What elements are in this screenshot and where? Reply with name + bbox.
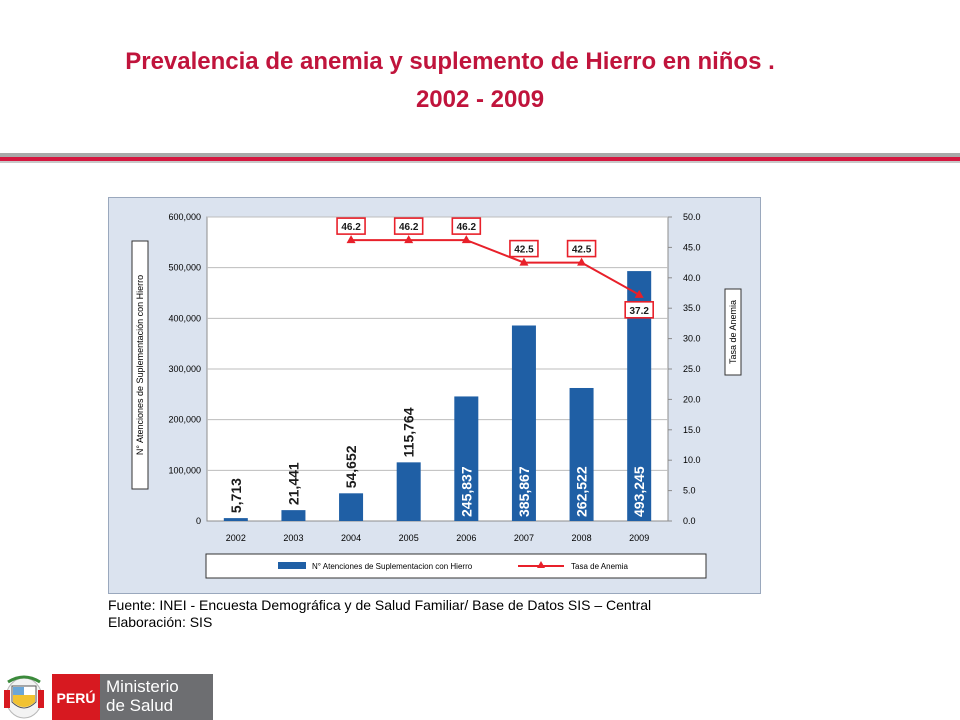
header-divider-grey-lower — [0, 161, 960, 163]
line-label-box — [336, 217, 366, 235]
bar — [223, 518, 248, 521]
y2-tick-label: 50.0 — [683, 212, 701, 222]
bar-data-label: 493,245 — [631, 466, 647, 517]
line-data-label: 37.2 — [629, 306, 649, 317]
bar-data-label: 115,764 — [401, 407, 417, 457]
bar-data-label: 21,441 — [285, 462, 301, 505]
x-tick-label: 2004 — [341, 533, 361, 543]
x-tick-label: 2008 — [572, 533, 592, 543]
line-label-box — [393, 217, 424, 235]
y-tick-label: 300,000 — [168, 364, 201, 374]
bar-data-label: 385,867 — [516, 466, 532, 517]
x-tick-label: 2003 — [283, 533, 303, 543]
bar-data-label: 54,652 — [343, 445, 359, 488]
bar — [569, 387, 594, 521]
line-data-label: 46.2 — [399, 222, 419, 233]
y2-tick-label: 25.0 — [683, 364, 701, 374]
y2-tick-label: 10.0 — [683, 455, 701, 465]
bar — [454, 396, 479, 521]
legend-label-line: Tasa de Anemia — [571, 562, 628, 571]
y2-tick-label: 20.0 — [683, 394, 701, 404]
ministry-badge — [100, 674, 213, 720]
x-tick-label: 2009 — [629, 533, 649, 543]
chart-panel: 0 100,000 200,000 300,000 400,000 500,000 600,… — [108, 197, 761, 594]
legend-swatch-marker — [537, 561, 545, 568]
line-label-box — [509, 239, 539, 258]
bar — [511, 325, 536, 521]
bar-data-label: 245,837 — [458, 466, 474, 517]
y-tick-label: 100,000 — [168, 465, 201, 475]
coat-of-arms-icon — [4, 675, 44, 719]
line-label-box — [624, 301, 654, 319]
y2-tick-label: 45.0 — [683, 242, 701, 252]
line-marker — [634, 289, 644, 298]
line-marker — [577, 257, 587, 266]
source-line: Fuente: INEI - Encuesta Demográfica y de… — [108, 597, 652, 613]
x-tick-label: 2002 — [226, 533, 246, 543]
page-subtitle-years: 2002 - 2009 — [415, 86, 545, 113]
anemia-rate-line — [351, 239, 640, 296]
ministry-text-line1: Ministerio — [106, 677, 179, 696]
y-tick-label: 400,000 — [168, 313, 201, 323]
y-axis-title-box — [131, 240, 149, 490]
legend-label-bars: N° Atenciones de Suplementacion con Hier… — [312, 562, 473, 571]
header-divider-grey — [0, 153, 960, 157]
y2-axis-title-box — [724, 288, 742, 376]
line-data-label: 46.2 — [341, 222, 361, 233]
line-data-label: 42.5 — [572, 245, 592, 256]
y2-tick-label: 0.0 — [683, 516, 696, 526]
y2-axis-title: Tasa de Anemia — [728, 300, 738, 364]
x-tick-label: 2006 — [456, 533, 476, 543]
x-tick-label: 2005 — [399, 533, 419, 543]
line-data-label: 42.5 — [514, 245, 534, 256]
line-marker — [346, 235, 356, 244]
y2-tick-label: 30.0 — [683, 334, 701, 344]
line-marker — [461, 235, 471, 244]
ministerio-de-salud-logo: PERÚ Ministerio de Salud — [4, 674, 213, 720]
peru-badge — [52, 674, 100, 720]
bar — [281, 510, 306, 521]
bar — [396, 462, 421, 521]
page-title: Prevalencia de anemia y suplemento de Hi… — [125, 48, 775, 75]
y2-tick-label: 15.0 — [683, 425, 701, 435]
bar-data-label: 262,522 — [574, 466, 590, 517]
line-marker — [404, 235, 414, 244]
y-tick-label: 200,000 — [168, 415, 201, 425]
peru-badge-text: PERÚ — [57, 689, 96, 706]
y2-tick-label: 35.0 — [683, 303, 701, 313]
legend-swatch-bars — [278, 562, 306, 569]
y2-tick-label: 40.0 — [683, 273, 701, 283]
bar — [339, 493, 364, 521]
line-data-label: 46.2 — [457, 222, 477, 233]
source-note: Fuente: INEI - Encuesta Demográfica y de… — [108, 597, 651, 631]
y2-tick-label: 5.0 — [683, 486, 696, 496]
y-tick-label: 600,000 — [168, 212, 201, 222]
y-axis-title: N° Atenciones de Suplementación con Hier… — [135, 275, 145, 455]
ministry-text-line2: de Salud — [106, 696, 173, 715]
y-tick-label: 500,000 — [168, 263, 201, 273]
line-label-box — [566, 239, 597, 258]
header-divider-red — [0, 157, 960, 161]
line-marker — [519, 257, 529, 266]
line-label-box — [451, 217, 482, 235]
elaboration-line: Elaboración: SIS — [108, 614, 213, 630]
bar-data-label: 5,713 — [228, 478, 244, 513]
x-tick-label: 2007 — [514, 533, 534, 543]
y-tick-label: 0 — [196, 516, 201, 526]
